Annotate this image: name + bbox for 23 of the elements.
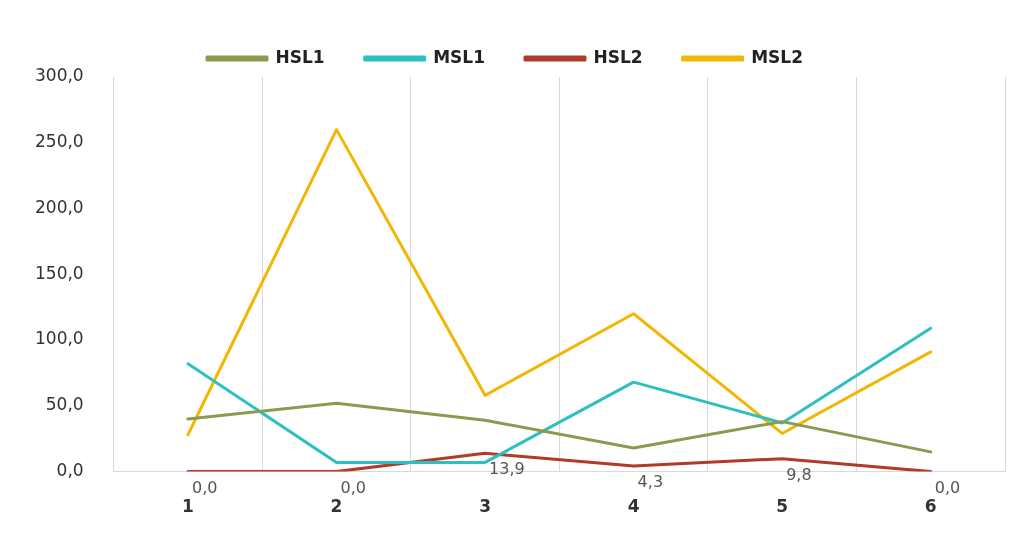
x-tick-label: 5: [776, 496, 789, 517]
x-tick-label: 1: [182, 496, 194, 517]
y-tick-label: 50,0: [45, 394, 84, 415]
data-label: 0,0: [934, 477, 961, 497]
data-label: 4,3: [637, 472, 664, 492]
y-tick-label: 0,0: [56, 460, 84, 481]
legend-label: MSL1: [433, 46, 486, 67]
x-tick-label: 3: [479, 496, 491, 517]
x-tick-label: 6: [924, 496, 937, 517]
y-tick-label: 100,0: [35, 328, 84, 349]
y-tick-label: 250,0: [35, 131, 84, 152]
legend-label: HSL2: [593, 46, 643, 67]
legend-label: HSL1: [275, 46, 325, 67]
data-label: 0,0: [340, 477, 366, 497]
data-label: 13,9: [489, 459, 525, 479]
data-label: 9,8: [786, 464, 812, 484]
y-tick-label: 300,0: [35, 65, 84, 86]
y-tick-label: 150,0: [35, 262, 84, 283]
legend-label: MSL2: [751, 46, 803, 67]
x-tick-label: 2: [330, 496, 343, 517]
data-label: 0,0: [191, 477, 218, 497]
x-tick-label: 4: [627, 496, 640, 517]
y-tick-label: 200,0: [35, 196, 84, 217]
